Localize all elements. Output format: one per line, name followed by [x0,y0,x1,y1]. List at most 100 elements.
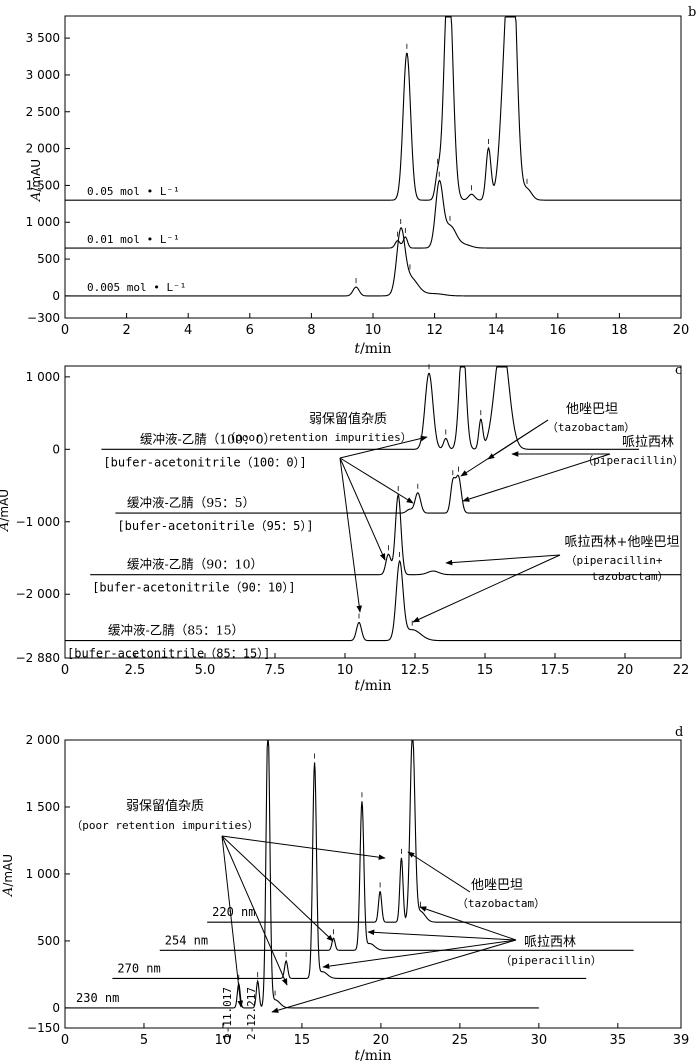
panel-c-annotation-piperacillin-en: （piperacillin） [582,454,683,467]
series-line [65,740,539,1009]
x-tick-label: 5 [140,1033,148,1048]
x-tick-label: 12.5 [401,663,430,678]
x-tick-label: 16 [550,323,567,338]
series-label: 缓冲液-乙腈（100：0） [140,431,276,446]
panel-c-chart: c 缓冲液-乙腈（100：0） [bufer-acetonitrile（100：0… [0,363,689,694]
series-line [112,762,587,979]
panel-b-y-axis-label: A/mAU [29,159,44,202]
x-tick-label: 30 [531,1033,548,1048]
panel-d-x-axis-label: t/min [354,1048,391,1064]
panel-d-annotation-piperacillin: 哌拉西林 [524,934,576,950]
y-tick-label: 500 [37,934,60,948]
series-label: 缓冲液-乙腈（90：10） [127,557,263,572]
y-tick-label: −150 [27,1021,60,1035]
series-label-en: [bufer-acetonitrile（90：10）] [92,581,295,595]
panel-b-grid [64,15,682,319]
x-tick-label: 0 [61,323,69,338]
x-tick-label: 0 [61,1033,69,1048]
panel-c-annotation-impurities-en: （poor retention impurities） [224,431,412,444]
series-label: 0.005 mol • L⁻¹ [87,281,186,294]
panel-d-annotation-tazobactam-en: （tazobactam） [457,897,545,910]
panel-b-label: b [688,5,696,20]
y-tick-label: −300 [27,311,60,325]
panel-c-annotation-tazobactam-en: （tazobactam） [547,421,635,434]
y-tick-label: 0 [52,289,60,303]
x-tick-label: 10 [215,1033,232,1048]
x-tick-label: 14 [488,323,505,338]
x-tick-label: 20 [617,663,634,678]
panel-c-annotation-impurities: 弱保留值杂质 [309,411,387,427]
plot-frame [64,15,682,319]
x-tick-label: 39 [673,1033,690,1048]
x-tick-label: 0 [61,663,69,678]
series-label: 254 nm [165,933,208,947]
panel-d-peak-label-2: 2-12.217 [245,987,258,1040]
y-tick-label: 0 [52,1001,60,1015]
y-tick-label: 1 000 [26,215,60,229]
series-label: 270 nm [117,961,160,975]
y-tick-label: 1 500 [26,178,60,192]
series-line [65,179,681,249]
x-tick-label: 35 [610,1033,627,1048]
plot-frame [64,365,682,659]
series-line [159,801,634,951]
series-label: 缓冲液-乙腈（95：5） [127,495,255,510]
panel-c-annotation-mix-en2: tazobactam） [591,570,668,583]
x-tick-label: 10 [365,323,382,338]
panel-d-annotation-impurities-en: （poor retention impurities） [71,819,259,832]
y-tick-label: 500 [37,252,60,266]
x-tick-label: 5.0 [195,663,216,678]
series-line [65,559,681,642]
y-tick-label: 1 500 [26,800,60,814]
x-tick-label: 12 [426,323,443,338]
panel-c-annotation-mix-en: （piperacillin+ [565,554,662,567]
panel-d-peak-label-1: 1-11.017 [221,987,234,1040]
panel-c-annotation-piperacillin: 哌拉西林 [622,434,674,450]
series-line [65,226,681,297]
panel-b-chart: b 0.05 mol • L⁻¹ 0.01 mol • L⁻¹ 0.005 mol … [26,5,697,357]
x-tick-label: 15 [294,1033,311,1048]
x-tick-label: 4 [184,323,192,338]
x-tick-label: 2 [122,323,130,338]
x-tick-label: 15 [477,663,494,678]
series-label: 0.05 mol • L⁻¹ [87,185,180,198]
series-line [101,366,639,450]
y-tick-label: 2 500 [26,105,60,119]
y-tick-label: −2 000 [16,587,60,601]
series-line [207,740,681,923]
plot-frame [64,739,682,1029]
y-tick-label: 2 000 [26,142,60,156]
x-tick-label: 10 [337,663,354,678]
x-tick-label: 22 [673,663,690,678]
panel-d-label: d [675,725,683,740]
series-line [65,16,681,201]
panel-b-x-axis-label: t/min [354,341,391,357]
series-label-en: [bufer-acetonitrile（100：0）] [103,455,306,469]
series-line [115,474,681,514]
y-tick-label: 0 [52,442,60,456]
y-tick-label: 1 000 [26,370,60,384]
panel-c-label: c [675,363,682,378]
x-tick-label: 18 [611,323,628,338]
x-tick-label: 8 [307,323,315,338]
series-label: 0.01 mol • L⁻¹ [87,233,180,246]
panel-d-chart: d 220 nm 254 nm 270 nm 230 nm 0 5 10 15 20 25 30 3… [1,725,689,1064]
panel-d-y-axis-label: A/mAU [1,854,16,897]
series-label-en: [bufer-acetonitrile（95：5）] [117,519,313,533]
series-label: 230 nm [76,991,119,1005]
panel-c-annotation-tazobactam: 他唑巴坦 [566,401,618,417]
x-tick-label: 17.5 [541,663,570,678]
y-tick-label: 2 000 [26,733,60,747]
panel-d-annotation-tazobactam: 他唑巴坦 [471,877,523,893]
x-tick-label: 20 [373,1033,390,1048]
y-tick-label: −1 000 [16,515,60,529]
panel-c-x-axis-label: t/min [354,678,391,694]
y-tick-label: −2 880 [16,651,60,665]
panel-d-annotation-piperacillin-en: （piperacillin） [500,954,601,967]
panel-c-y-axis-label: A/mAU [0,489,12,532]
series-label: 缓冲液-乙腈（85：15） [108,623,244,638]
x-tick-label: 20 [673,323,690,338]
series-label: 220 nm [212,905,255,919]
x-tick-label: 25 [452,1033,469,1048]
